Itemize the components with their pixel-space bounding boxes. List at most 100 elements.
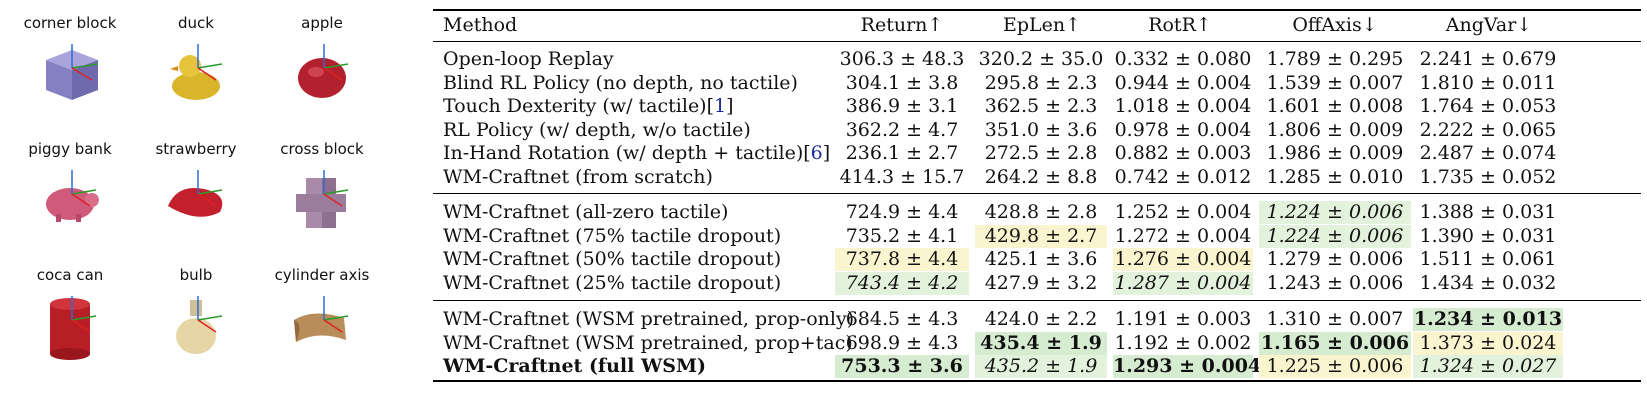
object-cross-block: cross block [252, 126, 392, 246]
table-row: WM-Craftnet (50% tactile dropout) 737.8 ±… [433, 248, 1641, 271]
value-cell: 1.225 ± 0.006 [1259, 355, 1411, 378]
header-eplen: EpLen↑ [1002, 14, 1082, 36]
value-cell: 1.279 ± 0.006 [1266, 248, 1404, 270]
value-cell: 1.764 ± 0.053 [1419, 95, 1557, 117]
method-name: Open-loop Replay [443, 48, 614, 70]
piggy-bank-icon [46, 170, 99, 222]
value-cell: 427.9 ± 3.2 [984, 271, 1098, 294]
method-cell: WM-Craftnet (WSM pretrained, prop-only) [433, 308, 854, 331]
citation-bracket: ] [822, 142, 831, 164]
value-cell: 1.388 ± 0.031 [1419, 201, 1557, 223]
table-row: WM-Craftnet (25% tactile dropout) 743.4 ±… [433, 271, 1641, 295]
value-cell: 1.165 ± 0.006 [1259, 331, 1411, 355]
value-cell: 1.018 ± 0.004 [1114, 95, 1252, 117]
value-cell: 2.222 ± 0.065 [1419, 118, 1557, 141]
value-cell: 0.944 ± 0.004 [1114, 71, 1252, 94]
value-cell: 743.4 ± 4.2 [835, 271, 969, 295]
method-name: RL Policy (w/ depth, w/o tactile) [443, 118, 751, 141]
method-name: Touch Dexterity (w/ tactile)[ [443, 95, 715, 117]
object-piggy-bank: piggy bank [0, 126, 140, 246]
method-name: WM-Craftnet (WSM pretrained, prop+tac) [443, 331, 853, 354]
header-method: Method [443, 14, 518, 36]
value-cell: 1.192 ± 0.002 [1114, 331, 1252, 354]
value-cell: 0.332 ± 0.080 [1114, 48, 1252, 70]
duck-icon [170, 44, 223, 100]
apple-icon [298, 44, 349, 98]
value-cell: 425.1 ± 3.6 [984, 248, 1098, 270]
object-strawberry: strawberry [126, 126, 266, 246]
method-cell: WM-Craftnet (full WSM) [433, 355, 833, 378]
value-cell: 1.224 ± 0.006 [1259, 224, 1411, 248]
value-cell: 295.8 ± 2.3 [984, 71, 1098, 94]
value-cell: 272.5 ± 2.8 [984, 142, 1098, 164]
table-header-row: Method Return↑ EpLen↑ RotR↑ OffAxis↓ Ang… [433, 14, 1641, 37]
value-cell: 1.224 ± 0.006 [1259, 201, 1411, 224]
value-cell: 684.5 ± 4.3 [845, 308, 959, 330]
value-cell: 0.978 ± 0.004 [1114, 118, 1252, 141]
value-cell: 737.8 ± 4.4 [835, 248, 969, 271]
value-cell: 264.2 ± 8.8 [984, 165, 1098, 188]
object-label: cross block [280, 140, 364, 158]
object-label: corner block [23, 14, 117, 32]
method-cell: WM-Craftnet (from scratch) [433, 166, 833, 189]
table-bottom-rule [433, 380, 1641, 382]
cylinder-axis-icon [294, 296, 349, 342]
value-cell: 351.0 ± 3.6 [984, 118, 1098, 141]
value-cell: 1.390 ± 0.031 [1419, 224, 1557, 247]
cross-block-icon [296, 170, 349, 228]
value-cell: 429.8 ± 2.7 [975, 224, 1107, 248]
table-row: WM-Craftnet (75% tactile dropout) 735.2 ±… [433, 224, 1641, 248]
table-row: Blind RL Policy (no depth, no tactile) 30… [433, 72, 1641, 95]
table-row: WM-Craftnet (WSM pretrained, prop-only) 6… [433, 308, 1641, 331]
citation-link[interactable]: 1 [714, 95, 727, 117]
value-cell: 2.241 ± 0.679 [1419, 48, 1557, 70]
table-row: Open-loop Replay 306.3 ± 48.3 320.2 ± 35.0… [433, 48, 1641, 71]
method-name: WM-Craftnet (25% tactile dropout) [443, 271, 782, 294]
object-duck: duck [126, 0, 266, 120]
table-row: WM-Craftnet (WSM pretrained, prop+tac) 69… [433, 331, 1641, 355]
value-cell: 1.285 ± 0.010 [1266, 165, 1404, 188]
header-offaxis: OffAxis↓ [1292, 14, 1378, 36]
object-label: strawberry [155, 140, 237, 158]
value-cell: 362.2 ± 4.7 [845, 118, 959, 141]
strawberry-icon [168, 170, 223, 217]
value-cell: 1.806 ± 0.009 [1266, 118, 1404, 141]
value-cell: 1.373 ± 0.024 [1413, 331, 1563, 355]
table-row: WM-Craftnet (from scratch) 414.3 ± 15.7 26… [433, 166, 1641, 189]
value-cell: 386.9 ± 3.1 [845, 95, 959, 117]
value-cell: 306.3 ± 48.3 [839, 48, 965, 70]
value-cell: 435.2 ± 1.9 [975, 355, 1107, 378]
method-name: WM-Craftnet (full WSM) [443, 355, 707, 377]
method-cell: WM-Craftnet (WSM pretrained, prop+tac) [433, 332, 853, 355]
method-name: Blind RL Policy (no depth, no tactile) [443, 71, 798, 94]
method-cell: Blind RL Policy (no depth, no tactile) [433, 72, 833, 95]
value-cell: 753.3 ± 3.6 [835, 355, 969, 378]
value-cell: 1.293 ± 0.004 [1113, 355, 1262, 378]
citation-link[interactable]: 6 [810, 142, 823, 164]
citation-bracket: ] [726, 95, 734, 117]
value-cell: 1.601 ± 0.008 [1266, 95, 1404, 117]
method-name: WM-Craftnet (from scratch) [443, 165, 713, 188]
method-cell: Open-loop Replay [433, 48, 833, 71]
value-cell: 304.1 ± 3.8 [845, 71, 959, 94]
method-cell: WM-Craftnet (75% tactile dropout) [433, 225, 833, 248]
object-label: apple [301, 14, 343, 32]
value-cell: 0.882 ± 0.003 [1114, 142, 1252, 164]
value-cell: 1.789 ± 0.295 [1266, 48, 1404, 70]
method-cell: RL Policy (w/ depth, w/o tactile) [433, 119, 833, 142]
value-cell: 1.511 ± 0.061 [1419, 248, 1557, 270]
method-cell: In-Hand Rotation (w/ depth + tactile)[6] [433, 142, 833, 165]
method-cell: WM-Craftnet (all-zero tactile) [433, 201, 833, 224]
method-cell: Touch Dexterity (w/ tactile)[1] [433, 95, 833, 118]
header-rotr: RotR↑ [1148, 14, 1212, 36]
value-cell: 0.742 ± 0.012 [1114, 165, 1252, 188]
object-label: cylinder axis [274, 266, 370, 284]
table-row: RL Policy (w/ depth, w/o tactile) 362.2 ±… [433, 119, 1641, 142]
value-cell: 2.487 ± 0.074 [1419, 142, 1557, 164]
value-cell: 362.5 ± 2.3 [984, 95, 1098, 117]
value-cell: 724.9 ± 4.4 [845, 201, 959, 223]
value-cell: 1.252 ± 0.004 [1114, 201, 1252, 223]
value-cell: 428.8 ± 2.8 [984, 201, 1098, 223]
value-cell: 698.9 ± 4.3 [845, 331, 959, 354]
corner-block-icon [46, 44, 99, 100]
